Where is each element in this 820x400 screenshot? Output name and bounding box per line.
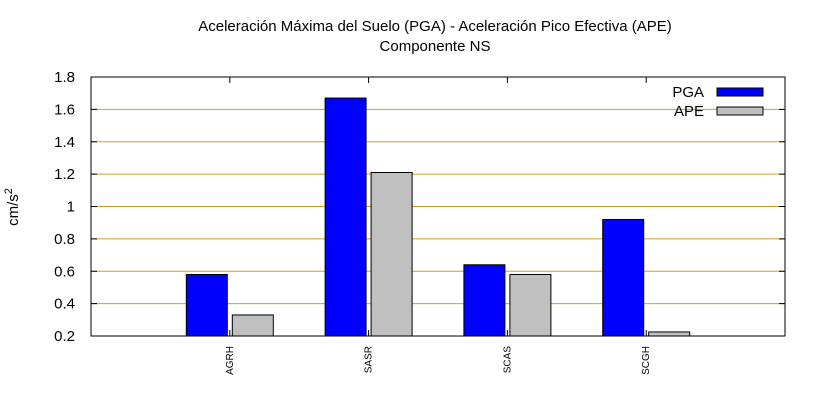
y-tick-label: 1.2 [54, 166, 75, 183]
y-tick-label: 0.4 [54, 296, 75, 313]
x-tick-label: SCAS [502, 346, 513, 374]
y-axis-label: cm/s2 [3, 188, 22, 226]
y-tick-label: 1.8 [54, 69, 75, 86]
grid-lines [91, 108, 785, 305]
chart-subtitle: Componente NS [380, 38, 491, 55]
bar-ape-sasr [370, 172, 413, 337]
y-tick-label: 1.6 [54, 101, 75, 118]
legend-swatch [716, 106, 764, 116]
legend-label: PGA [672, 84, 704, 101]
x-axis-ticks: AGRH SASR SCAS SCGH [225, 77, 652, 375]
bars [185, 97, 691, 337]
y-axis-ticks: 0.2 0.4 0.6 0.8 1 1.2 1.4 1.6 1.8 [54, 69, 785, 345]
chart-title: Aceleración Máxima del Suelo (PGA) - Ace… [198, 18, 672, 35]
y-tick-label: 1.4 [54, 134, 75, 151]
y-tick-label: 0.8 [54, 231, 75, 248]
x-tick-label: SCGH [641, 346, 652, 375]
svg-text:cm/s2: cm/s2 [3, 188, 22, 226]
y-axis-label-sup: 2 [3, 188, 15, 194]
legend-swatch [716, 87, 764, 97]
bar-pga-scgh [602, 218, 645, 337]
bar-pga-agrh [185, 273, 228, 337]
legend-label: APE [674, 103, 704, 120]
bar-ape-scgh [648, 331, 691, 337]
x-tick-label: SASR [364, 346, 375, 373]
y-tick-label: 0.6 [54, 263, 75, 280]
y-tick-label: 0.2 [54, 328, 75, 345]
y-tick-label: 1 [67, 199, 75, 216]
legend: PGA APE [672, 84, 764, 120]
x-tick-label: AGRH [225, 346, 236, 375]
bar-pga-sasr [324, 97, 367, 337]
y-axis-label-base: cm/s [5, 194, 22, 226]
bar-ape-scas [509, 273, 552, 337]
bar-pga-scas [463, 264, 506, 337]
bar-ape-agrh [231, 314, 274, 337]
